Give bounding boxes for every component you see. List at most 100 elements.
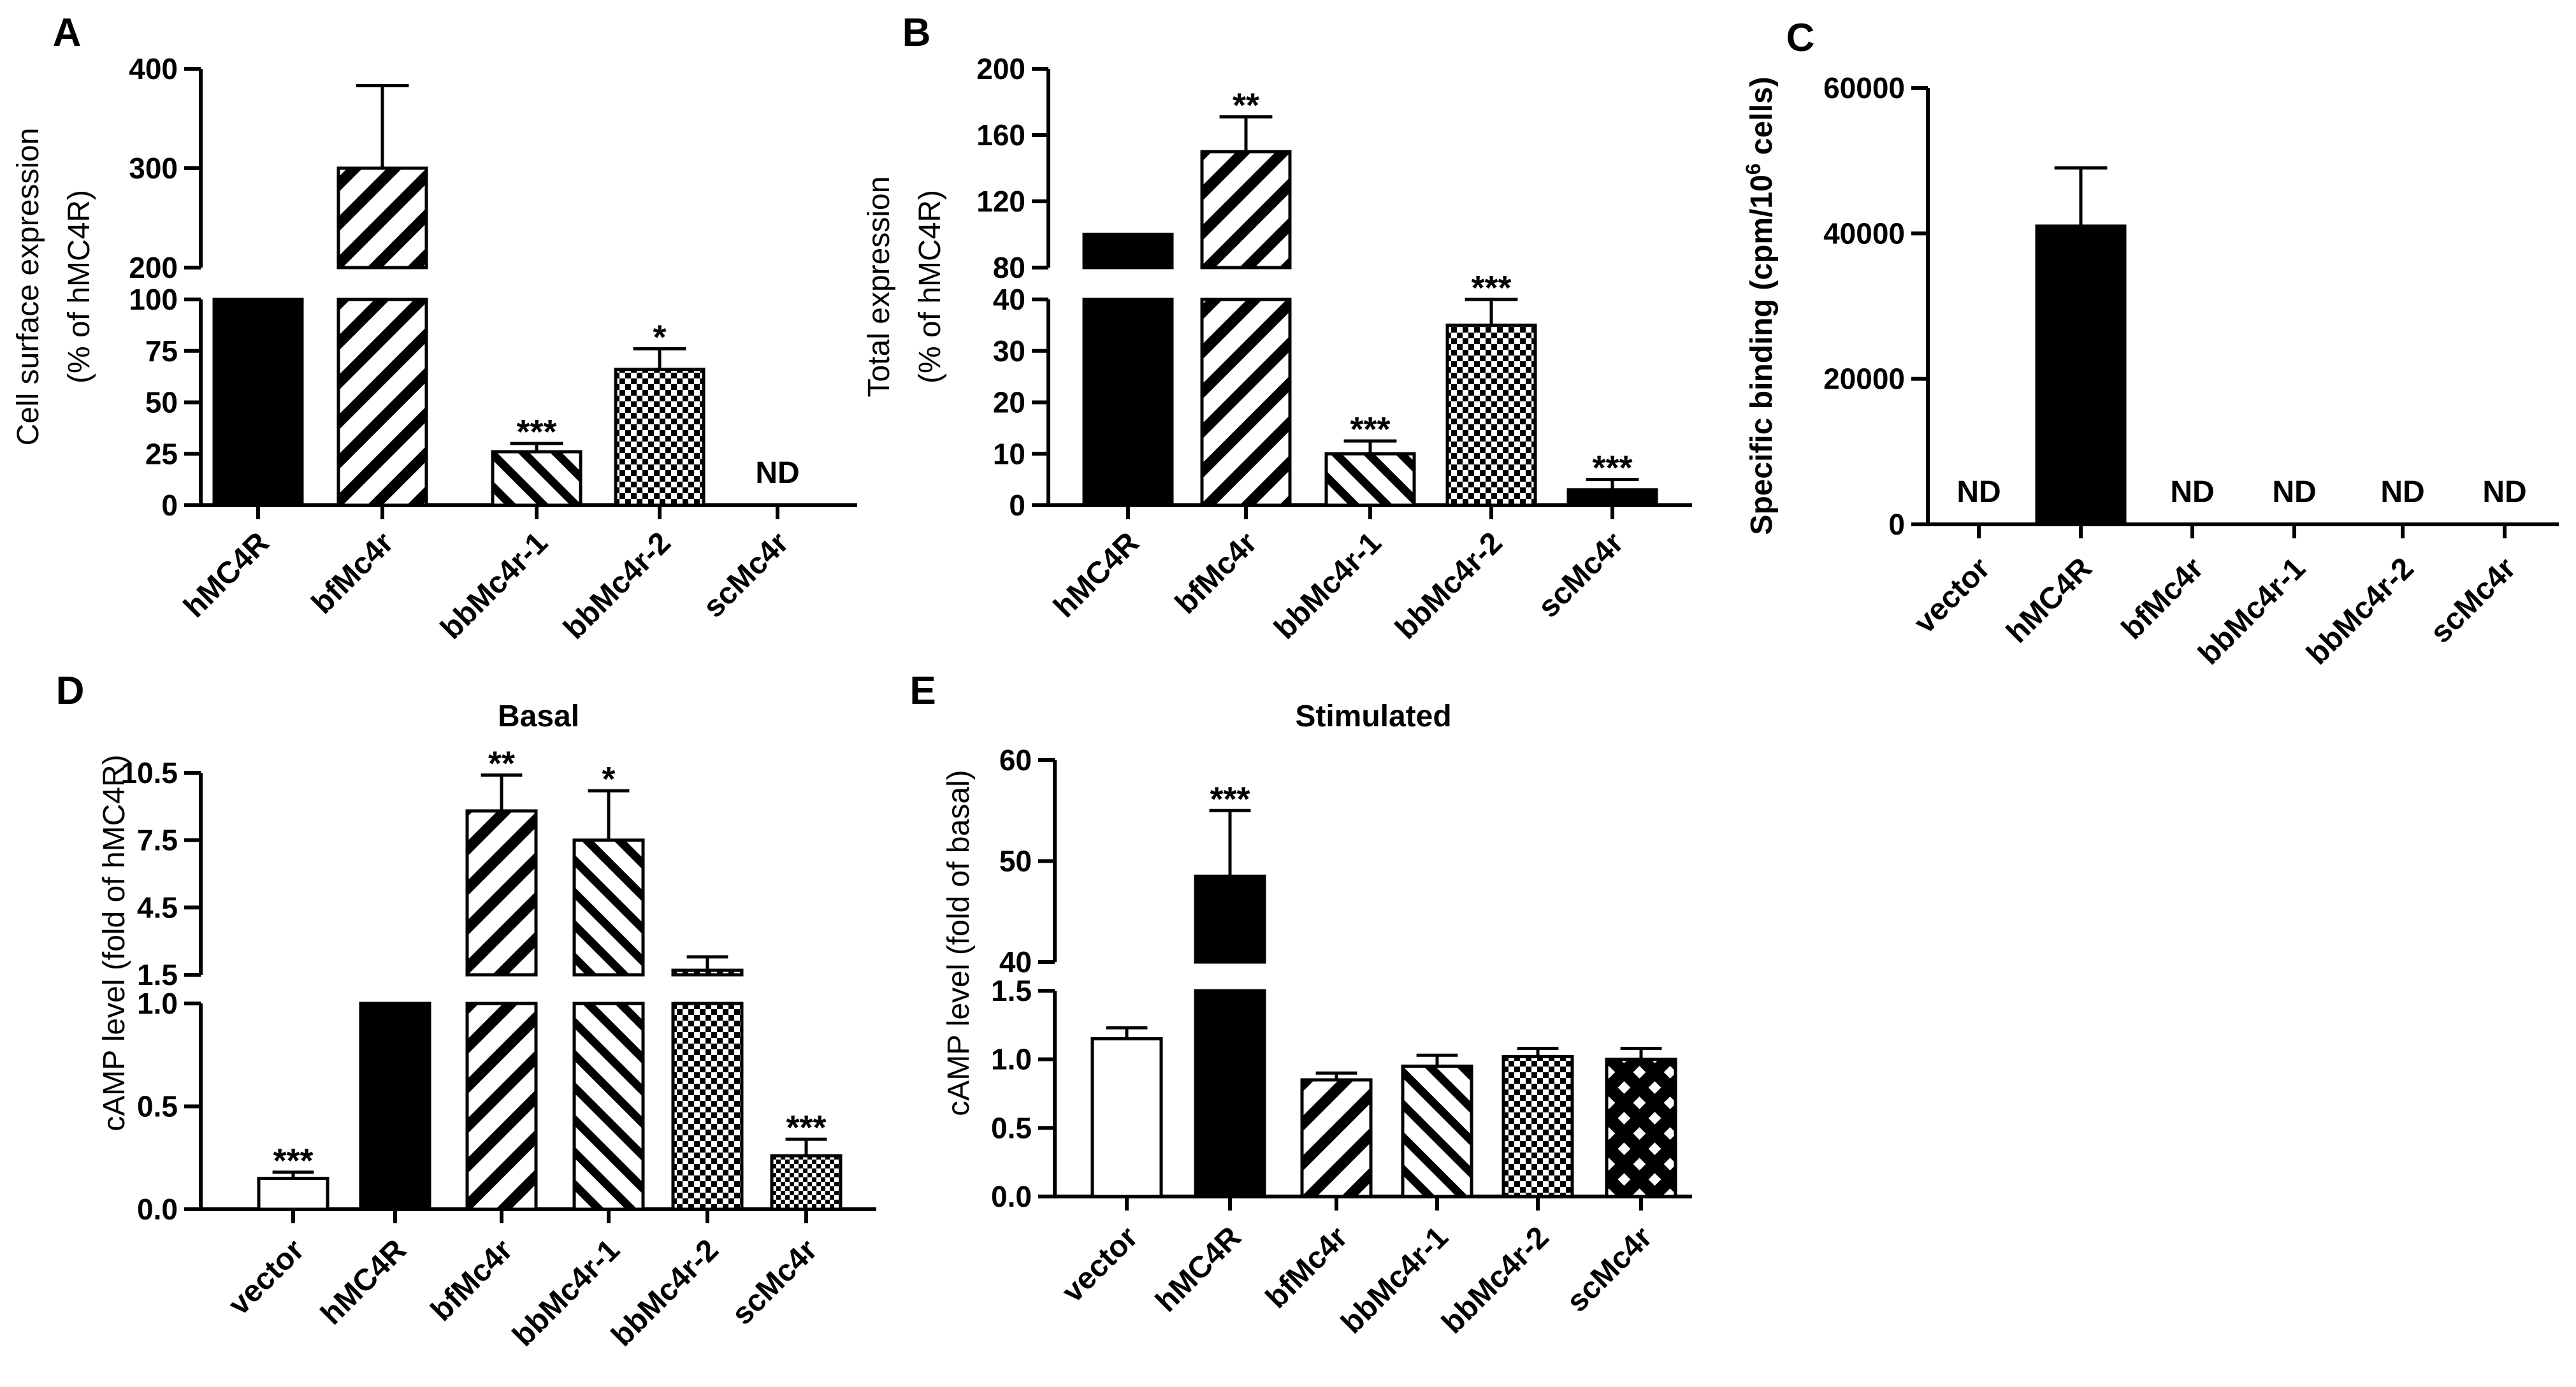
y-tick-label: 1.0 xyxy=(137,987,178,1020)
y-tick-label: 25 xyxy=(145,437,178,470)
x-tick-label: hMC4R xyxy=(1149,1220,1247,1318)
y-tick-label: 40000 xyxy=(1823,217,1905,250)
x-tick-label: scMc4r xyxy=(2424,551,2522,649)
x-tick-label: hMC4R xyxy=(314,1233,412,1331)
x-tick-label: bbMc4r-1 xyxy=(506,1233,626,1353)
y-tick-label: 10 xyxy=(993,437,1025,470)
significance-label: * xyxy=(602,760,615,798)
bar-hMC4R xyxy=(2035,224,2127,526)
x-tick-label: bbMc4r-2 xyxy=(1389,526,1509,645)
y-axis-label: Specific binding (cpm/106 cells) xyxy=(1742,76,1779,535)
panel-label-d: D xyxy=(56,669,85,713)
significance-label: *** xyxy=(273,1142,313,1180)
bar-bbMc4r-2 xyxy=(671,1002,744,1211)
y-tick-label: 60000 xyxy=(1823,71,1905,104)
bar-bfMc4r xyxy=(1300,1078,1373,1198)
x-tick-label: vector xyxy=(222,1233,310,1321)
significance-label: * xyxy=(653,319,666,357)
y-tick-label: 60 xyxy=(999,744,1032,777)
y-axis-label: (% of hMC4R) xyxy=(913,190,947,384)
panel-title: Basal xyxy=(498,700,579,733)
y-tick-label: 0.0 xyxy=(137,1193,178,1226)
x-tick-label: bfMc4r xyxy=(2115,551,2210,646)
panel-label-c: C xyxy=(1786,16,1815,60)
y-tick-label: 0.0 xyxy=(991,1180,1032,1213)
x-tick-label: hMC4R xyxy=(1047,526,1145,624)
y-tick-label: 1.5 xyxy=(991,974,1032,1007)
y-tick-label: 100 xyxy=(129,283,178,316)
x-tick-label: bbMc4r-1 xyxy=(1335,1220,1454,1340)
bar-hMC4R xyxy=(212,298,304,507)
x-tick-label: hMC4R xyxy=(2000,551,2098,649)
y-tick-label: 160 xyxy=(976,119,1025,152)
significance-label: *** xyxy=(1471,269,1511,307)
x-tick-label: hMC4R xyxy=(177,526,275,624)
bar-hMC4R-upper xyxy=(1082,233,1174,269)
y-tick-label: 0 xyxy=(161,489,178,522)
y-tick-label: 1.5 xyxy=(137,958,178,991)
y-axis-label: Total expression xyxy=(862,176,896,398)
significance-label: ** xyxy=(1233,86,1259,124)
bar-bfMc4r xyxy=(1200,298,1292,507)
x-tick-label: vector xyxy=(1055,1220,1144,1309)
bar-vector xyxy=(257,1177,329,1211)
panel-title: Stimulated xyxy=(1295,700,1451,733)
bar-bbMc4r-1-upper xyxy=(572,838,645,977)
y-tick-label: 200 xyxy=(976,52,1025,85)
x-tick-label: scMc4r xyxy=(1531,526,1630,624)
y-tick-label: 0 xyxy=(1009,489,1025,522)
x-tick-label: bfMc4r xyxy=(424,1233,519,1328)
bar-vector xyxy=(1090,1037,1163,1198)
y-tick-label: 20 xyxy=(993,386,1025,419)
bar-bbMc4r-2 xyxy=(1501,1054,1574,1198)
bar-bfMc4r-upper xyxy=(1200,150,1292,269)
x-tick-label: bfMc4r xyxy=(1259,1220,1354,1315)
bar-bbMc4r-2 xyxy=(614,368,706,507)
bar-bfMc4r-upper xyxy=(465,809,538,977)
bar-bbMc4r-1 xyxy=(491,450,582,507)
not-detected-label: ND xyxy=(2380,475,2424,509)
panel-label-b: B xyxy=(902,11,931,55)
y-tick-label: 30 xyxy=(993,334,1025,368)
bar-scMc4r xyxy=(1567,488,1658,507)
x-tick-label: bbMc4r-1 xyxy=(2192,551,2312,671)
y-tick-label: 7.5 xyxy=(137,824,178,857)
y-tick-label: 0 xyxy=(1888,508,1905,541)
bar-scMc4r xyxy=(1605,1058,1677,1198)
x-tick-label: bfMc4r xyxy=(1169,526,1264,621)
bar-bbMc4r-1 xyxy=(572,1002,645,1211)
x-tick-label: scMc4r xyxy=(1560,1220,1658,1318)
not-detected-label: ND xyxy=(2272,475,2316,509)
x-tick-label: bbMc4r-2 xyxy=(557,526,677,645)
y-tick-label: 300 xyxy=(129,152,178,185)
y-tick-label: 0.5 xyxy=(137,1090,178,1123)
x-tick-label: bbMc4r-2 xyxy=(605,1233,725,1353)
y-tick-label: 40 xyxy=(999,945,1032,979)
x-tick-label: scMc4r xyxy=(697,526,795,624)
y-tick-label: 50 xyxy=(999,845,1032,878)
bar-bbMc4r-1 xyxy=(1324,452,1416,507)
y-tick-label: 75 xyxy=(145,334,178,368)
y-tick-label: 20000 xyxy=(1823,363,1905,396)
y-tick-label: 40 xyxy=(993,283,1025,316)
bar-bbMc4r-2 xyxy=(1445,323,1537,507)
y-tick-label: 400 xyxy=(129,52,178,85)
bar-bbMc4r-1 xyxy=(1401,1064,1473,1198)
panel-e: E Stimulated 0.0 0.5 1.0 1.540 50 60 vector hMC4R… xyxy=(909,669,1692,1340)
not-detected-label: ND xyxy=(2482,475,2526,509)
bar-bfMc4r-upper xyxy=(336,166,428,269)
significance-label: *** xyxy=(1350,410,1390,449)
y-tick-label: 200 xyxy=(129,251,178,284)
y-tick-label: 4.5 xyxy=(137,891,178,924)
bar-hMC4R xyxy=(359,1002,431,1211)
bar-scMc4r xyxy=(770,1154,843,1211)
y-tick-label: 10.5 xyxy=(120,756,178,789)
not-detected-label: ND xyxy=(755,456,799,490)
y-tick-label: 0.5 xyxy=(991,1111,1032,1144)
x-tick-label: bbMc4r-1 xyxy=(434,526,554,645)
y-tick-label: 1.0 xyxy=(991,1043,1032,1076)
bar-hMC4R xyxy=(1082,298,1174,507)
